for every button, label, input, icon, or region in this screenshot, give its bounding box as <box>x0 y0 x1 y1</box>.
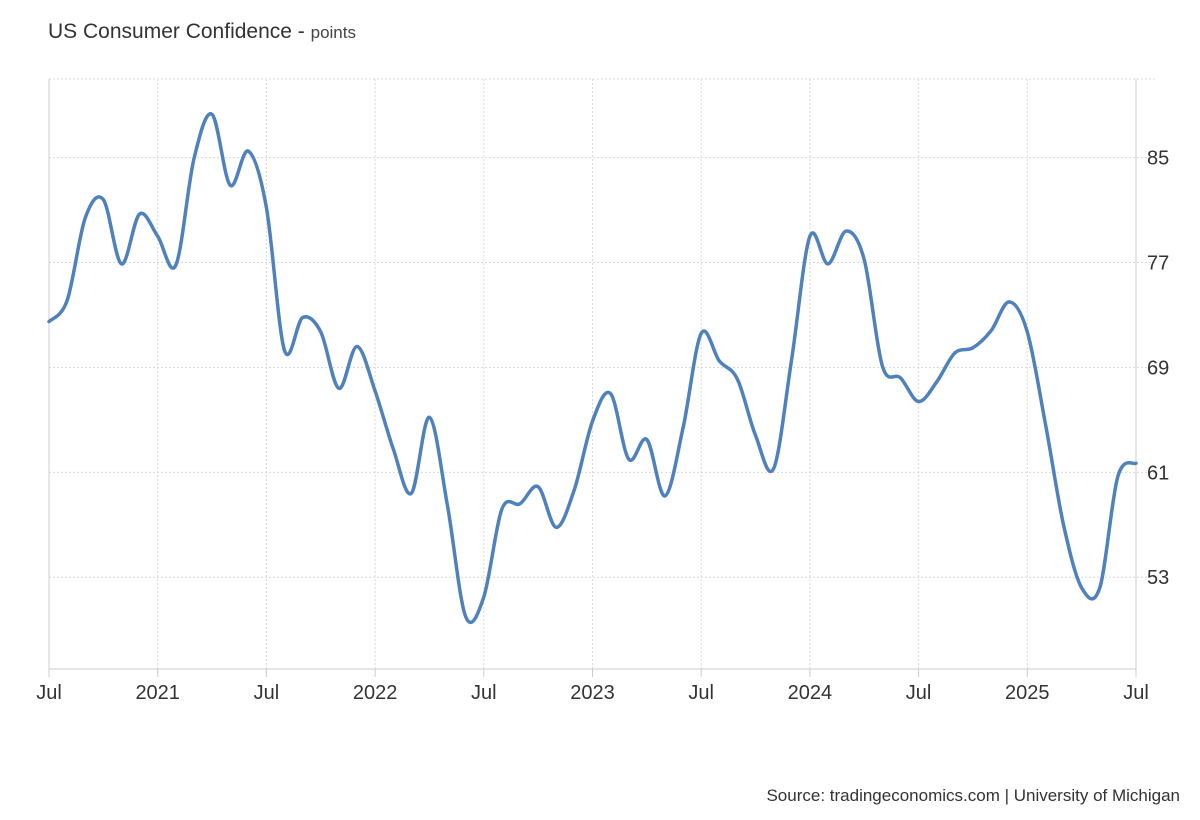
data-point <box>446 505 448 507</box>
data-point <box>609 393 611 395</box>
data-point <box>936 381 938 383</box>
x-tick-label: Jul <box>254 682 280 704</box>
data-point <box>1062 524 1064 526</box>
y-tick-label: 85 <box>1147 148 1169 170</box>
data-point <box>881 365 883 367</box>
data-point <box>247 150 249 152</box>
data-point <box>1117 475 1119 477</box>
y-tick-label: 61 <box>1147 462 1169 484</box>
y-tick-label: 69 <box>1147 357 1169 379</box>
data-point <box>102 198 104 200</box>
series-line <box>47 112 1138 625</box>
data-point <box>465 615 467 617</box>
data-point <box>120 263 122 265</box>
data-point <box>718 360 720 362</box>
data-point <box>483 596 485 598</box>
x-tick-label: Jul <box>471 682 497 704</box>
data-point <box>1026 331 1028 333</box>
data-point <box>827 263 829 265</box>
data-point <box>791 357 793 359</box>
data-point <box>1080 587 1082 589</box>
data-point <box>320 331 322 333</box>
y-tick-label: 77 <box>1147 253 1169 275</box>
x-tick-label: 2022 <box>353 682 398 704</box>
data-point <box>66 299 68 301</box>
data-point <box>917 400 919 402</box>
data-point <box>773 467 775 469</box>
data-point <box>1044 423 1046 425</box>
x-tick-label: 2024 <box>788 682 833 704</box>
data-point <box>265 206 267 208</box>
data-point <box>809 235 811 237</box>
data-point <box>664 495 666 497</box>
data-point <box>700 332 702 334</box>
data-point <box>283 349 285 351</box>
data-point <box>410 492 412 494</box>
data-point <box>519 503 521 505</box>
source-note: Source: tradingeconomics.com | Universit… <box>766 786 1180 805</box>
chart-unit: points <box>310 23 356 42</box>
data-point <box>555 526 557 528</box>
data-point <box>428 416 430 418</box>
data-point <box>193 158 195 160</box>
data-point <box>501 508 503 510</box>
data-point <box>374 390 376 392</box>
data-point <box>48 320 50 322</box>
data-point <box>84 217 86 219</box>
data-point <box>972 347 974 349</box>
x-tick-label: Jul <box>906 682 932 704</box>
data-point <box>1135 462 1137 464</box>
x-tick-label: 2021 <box>135 682 180 704</box>
data-point <box>1099 587 1101 589</box>
data-point <box>573 488 575 490</box>
data-point <box>990 330 992 332</box>
data-point <box>954 352 956 354</box>
grid-lines <box>49 78 1156 669</box>
data-point <box>754 434 756 436</box>
x-tick-label: Jul <box>688 682 714 704</box>
x-tick-label: 2025 <box>1005 682 1050 704</box>
data-point <box>646 438 648 440</box>
chart-title-text: US Consumer Confidence <box>48 20 292 43</box>
y-tick-label: 53 <box>1147 567 1169 589</box>
tick-labels: 53 61 69 77 85 Jul 2021 Jul 2022 Jul 2023 Jul 2024 Ju… <box>36 148 1169 704</box>
x-tick-label: 2023 <box>570 682 615 704</box>
data-point <box>863 259 865 261</box>
data-point <box>899 377 901 379</box>
data-point <box>591 420 593 422</box>
data-point <box>211 113 213 115</box>
chart-title: US Consumer Confidence - points <box>48 20 356 43</box>
data-point <box>356 345 358 347</box>
data-point <box>338 387 340 389</box>
data-point <box>229 184 231 186</box>
data-point <box>157 235 159 237</box>
data-point <box>301 316 303 318</box>
data-point <box>736 378 738 380</box>
data-point <box>392 448 394 450</box>
data-point <box>628 458 630 460</box>
data-point <box>175 264 177 266</box>
data-point <box>138 213 140 215</box>
data-point <box>682 427 684 429</box>
x-tick-label: Jul <box>1123 682 1149 704</box>
x-tick-label: Jul <box>36 682 62 704</box>
data-point <box>845 230 847 232</box>
series-layer <box>47 112 1138 625</box>
axes <box>48 79 1137 677</box>
data-point <box>537 486 539 488</box>
data-point <box>1008 301 1010 303</box>
